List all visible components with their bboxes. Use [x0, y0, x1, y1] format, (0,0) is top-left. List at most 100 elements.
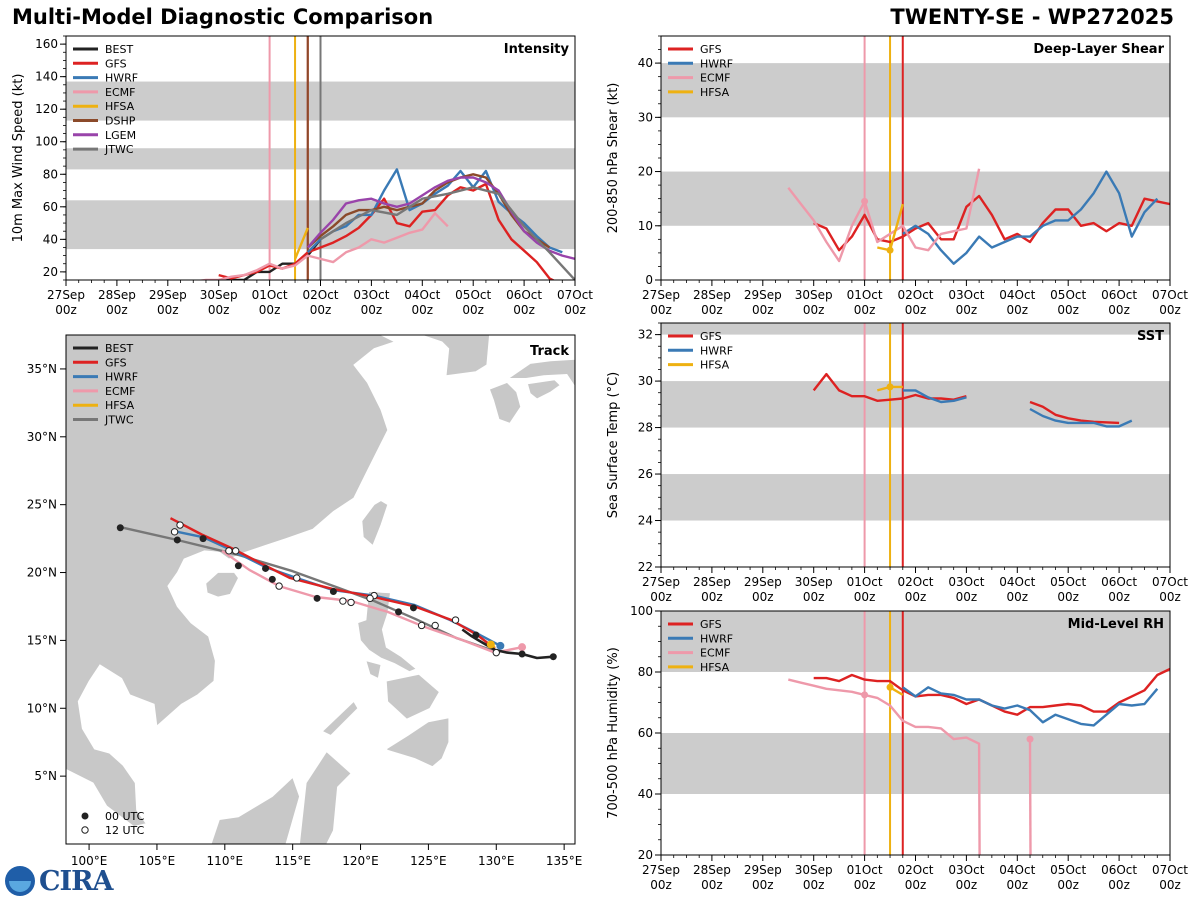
- track-marker-12utc: [492, 648, 500, 657]
- noaa-logo-icon: [5, 866, 35, 896]
- sst-line-gfs: [812, 372, 967, 402]
- sst-xtick-label: 04Oct: [999, 575, 1035, 589]
- rh-xtick-sublabel: 00z: [1057, 878, 1079, 892]
- rh-xtick-sublabel: 00z: [1159, 878, 1181, 892]
- track-legend-label-ecmf: ECMF: [105, 385, 135, 398]
- track-xtick-label: 110°E: [207, 854, 244, 868]
- shear-line-ecmf: [787, 168, 981, 263]
- rh-xtick-label: 28Sep: [693, 863, 731, 877]
- track-marker-00utc: [234, 562, 242, 570]
- honshu: [507, 358, 575, 388]
- track-panel: 100°E 105°E 110°E 115°E 120°E 125°E 130°E 135°E…: [27, 334, 582, 868]
- rh-xtick-sublabel: 00z: [752, 878, 774, 892]
- intensity-legend-label-gfs: GFS: [105, 57, 127, 70]
- rh-xtick-label: 07Oct: [1152, 863, 1188, 877]
- shear-xtick-label: 01Oct: [847, 288, 883, 302]
- sst-xtick-sublabel: 00z: [1108, 590, 1130, 604]
- sst-series: [812, 372, 1133, 428]
- intensity-xtick-label: 28Sep: [98, 288, 136, 302]
- rh-series: [788, 667, 1170, 855]
- shear-xtick-label: 02Oct: [897, 288, 933, 302]
- intensity-xtick-label: 04Oct: [404, 288, 440, 302]
- track-xtick-label: 120°E: [342, 854, 379, 868]
- track-marker-00utc: [268, 575, 276, 583]
- shear-ytick-label: 30: [638, 110, 653, 124]
- intensity-ytick-label: 60: [43, 200, 58, 214]
- intensity-legend-label-dshp: DSHP: [105, 115, 136, 128]
- shear-legend-label-hwrf: HWRF: [700, 57, 733, 70]
- shear-ytick-label: 0: [645, 273, 653, 287]
- sst-ytick-label: 26: [638, 467, 653, 481]
- sst-xtick-sublabel: 00z: [1007, 590, 1029, 604]
- sst-legend-label-gfs: GFS: [700, 330, 722, 343]
- sst-xtick-label: 02Oct: [897, 575, 933, 589]
- kyushu: [488, 382, 522, 424]
- track-marker-00utc: [116, 524, 124, 532]
- track-ytick-label: 35°N: [27, 362, 57, 376]
- taiwan: [361, 500, 389, 547]
- sst-xtick-sublabel: 00z: [1057, 590, 1079, 604]
- track-xtick-label: 105°E: [139, 854, 176, 868]
- track-xtick-label: 100°E: [71, 854, 108, 868]
- track-marker-12utc: [231, 547, 240, 555]
- luzon: [357, 591, 417, 673]
- intensity-panel: 2040608010012014016027Sep00z28Sep00z29Se…: [11, 35, 593, 317]
- sst-xtick-sublabel: 00z: [752, 590, 774, 604]
- intensity-xtick-sublabel: 00z: [564, 303, 586, 317]
- borneo-west: [210, 776, 300, 844]
- intensity-xtick-label: 03Oct: [353, 288, 389, 302]
- shear-xtick-sublabel: 00z: [650, 303, 672, 317]
- sst-legend-label-hfsa: HFSA: [700, 359, 730, 372]
- rh-line-hwrf: [902, 686, 1159, 727]
- sst-xtick-label: 28Sep: [693, 575, 731, 589]
- shear-legend-label-ecmf: ECMF: [700, 72, 730, 85]
- sst-xtick-label: 29Sep: [744, 575, 782, 589]
- intensity-xtick-label: 30Sep: [200, 288, 238, 302]
- track-marker-12utc: [451, 616, 460, 624]
- rh-xtick-label: 05Oct: [1050, 863, 1086, 877]
- track-marker-00utc: [313, 594, 321, 602]
- track-legend-label-jtwc: JTWC: [104, 414, 134, 427]
- cira-logo-text: CIRA: [39, 865, 114, 897]
- rh-band: [661, 733, 1170, 794]
- sst-band: [661, 323, 1170, 335]
- track-line-ecmf: [221, 549, 523, 654]
- rh-ytick-label: 40: [638, 787, 653, 801]
- intensity-xtick-sublabel: 00z: [513, 303, 535, 317]
- sst-xtick-label: 01Oct: [847, 575, 883, 589]
- sst-xtick-label: 03Oct: [948, 575, 984, 589]
- sst-xtick-sublabel: 00z: [905, 590, 927, 604]
- intensity-xtick-sublabel: 00z: [462, 303, 484, 317]
- shear-xtick-label: 29Sep: [744, 288, 782, 302]
- intensity-xtick-label: 01Oct: [252, 288, 288, 302]
- track-point-hwrf: [496, 641, 505, 650]
- rh-point-hfsa: [886, 683, 894, 691]
- mindanao: [385, 717, 450, 768]
- track-ytick-label: 25°N: [27, 498, 57, 512]
- intensity-xtick-sublabel: 00z: [157, 303, 179, 317]
- sst-ytick-label: 24: [638, 514, 653, 528]
- shear-ytick-label: 40: [638, 56, 653, 70]
- shear-xtick-label: 04Oct: [999, 288, 1035, 302]
- track-point-hfsa: [486, 640, 495, 649]
- map-land: [66, 335, 575, 844]
- rh-ytick-label: 100: [630, 604, 653, 618]
- intensity-ytick-label: 120: [35, 102, 58, 116]
- intensity-legend-label-hfsa: HFSA: [105, 100, 135, 113]
- sst-frame: [660, 322, 1171, 568]
- shear-xtick-sublabel: 00z: [1108, 303, 1130, 317]
- intensity-ytick-label: 20: [43, 265, 58, 279]
- track-marker-12utc: [170, 528, 179, 536]
- track-legend-label-best: BEST: [105, 342, 133, 355]
- shear-xtick-label: 07Oct: [1152, 288, 1188, 302]
- track-point-ecmf: [518, 643, 527, 652]
- rh-legend-label-gfs: GFS: [700, 618, 722, 631]
- rh-xtick-sublabel: 00z: [905, 878, 927, 892]
- track-marker-00utc: [262, 564, 270, 572]
- rh-xtick-label: 04Oct: [999, 863, 1035, 877]
- intensity-line-ecmf: [196, 212, 449, 280]
- shear-legend-label-gfs: GFS: [700, 43, 722, 56]
